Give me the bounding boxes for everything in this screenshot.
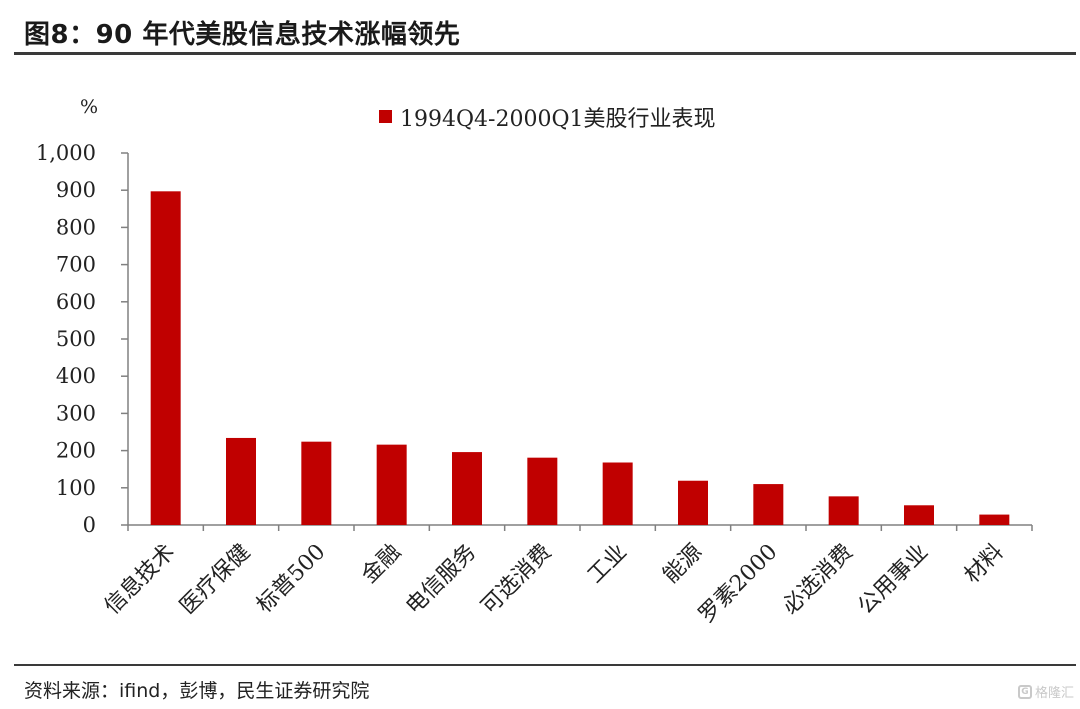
y-tick-label: 0 <box>83 513 96 537</box>
legend-label: 1994Q4-2000Q1美股行业表现 <box>400 107 715 132</box>
bar-1 <box>150 191 181 526</box>
watermark-text: 格隆汇 <box>1034 686 1074 701</box>
x-tick-label: 信息技术 <box>100 540 180 620</box>
bar-5 <box>452 452 482 525</box>
x-tick-label: 电信服务 <box>401 540 481 620</box>
x-tick-label: 可选消费 <box>477 540 557 620</box>
y-tick-label: 400 <box>56 364 96 388</box>
y-tick-label: 900 <box>56 178 96 202</box>
bar-3 <box>301 441 332 525</box>
x-tick-label: 材料 <box>960 540 1009 589</box>
bar-8 <box>678 480 708 525</box>
y-tick-label: 700 <box>56 253 96 277</box>
y-tick-label: 300 <box>56 401 96 425</box>
y-unit-label: % <box>80 96 98 118</box>
y-axis: 0 100 200 300 400 500 600 700 800 900 1,000 <box>36 141 129 537</box>
bar-9 <box>753 484 784 525</box>
y-tick-label: 600 <box>56 290 96 314</box>
x-tick-label: 能源 <box>658 540 707 589</box>
x-tick-label: 医疗保健 <box>175 540 255 620</box>
bar-7 <box>602 462 633 525</box>
x-tick-label: 罗素2000 <box>694 540 782 628</box>
x-tick-label: 必选消费 <box>778 540 858 620</box>
x-tick-label: 标普500 <box>252 540 330 618</box>
bar-12 <box>979 514 1010 525</box>
bar-11 <box>904 505 934 525</box>
y-tick-label: 800 <box>56 215 96 239</box>
y-tick-label: 1,000 <box>36 141 96 165</box>
gelonghui-logo-icon: G <box>1017 684 1032 699</box>
bar-6 <box>527 457 558 525</box>
watermark: G 格隆汇 <box>1017 682 1074 701</box>
legend-swatch <box>379 110 392 123</box>
bar-10 <box>828 496 859 525</box>
x-tick-label: 公用事业 <box>853 540 933 620</box>
x-tick-label: 工业 <box>583 540 632 589</box>
y-tick-label: 500 <box>56 327 96 351</box>
bar-2 <box>226 437 256 525</box>
bar-chart: 0 100 200 300 400 500 600 700 800 900 1,000 信息技术医疗… <box>36 96 1033 628</box>
source-note: 资料来源：ifind，彭博，民生证券研究院 <box>24 680 370 702</box>
figure-title: 图8：90 年代美股信息技术涨幅领先 <box>24 20 461 50</box>
bars <box>150 191 1010 526</box>
y-tick-label: 200 <box>56 439 96 463</box>
bar-4 <box>376 444 407 525</box>
title-rule <box>14 52 1076 55</box>
y-tick-label: 100 <box>56 476 96 500</box>
x-tick-label: 金融 <box>357 540 406 589</box>
footer-rule <box>14 664 1076 666</box>
legend: 1994Q4-2000Q1美股行业表现 <box>379 107 715 132</box>
